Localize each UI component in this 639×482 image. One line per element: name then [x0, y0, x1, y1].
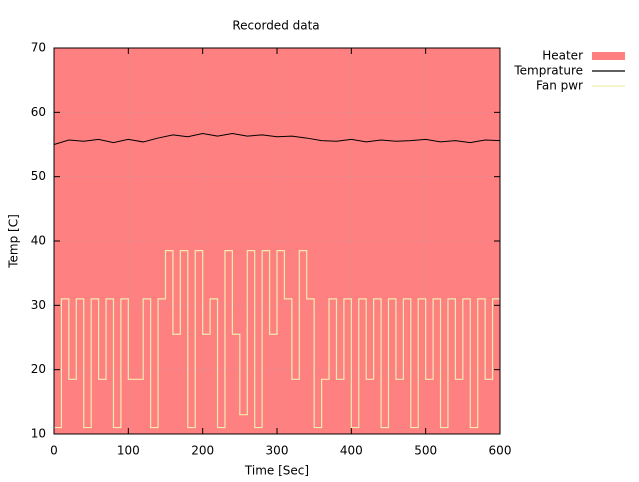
x-tick-label: 0	[50, 444, 58, 458]
legend-swatch	[592, 52, 625, 60]
y-axis-label: Temp [C]	[7, 214, 21, 269]
legend-label: Fan pwr	[536, 79, 583, 93]
x-tick-label: 300	[266, 444, 289, 458]
y-tick-label: 50	[31, 169, 46, 183]
x-tick-label: 100	[117, 444, 140, 458]
x-tick-label: 500	[414, 444, 437, 458]
legend-label: Heater	[542, 49, 583, 63]
plot-frame	[53, 47, 501, 435]
y-tick-label: 70	[31, 41, 46, 55]
y-tick-label: 20	[31, 362, 46, 376]
y-tick-label: 30	[31, 298, 46, 312]
legend-label: Temprature	[513, 64, 583, 78]
fan-line	[54, 250, 500, 429]
y-tick-label: 60	[31, 105, 46, 119]
x-axis-label: Time [Sec]	[244, 464, 309, 478]
x-tick-label: 600	[489, 444, 512, 458]
x-tick-label: 200	[191, 444, 214, 458]
temperature-line	[54, 133, 500, 145]
x-tick-label: 400	[340, 444, 363, 458]
y-tick-label: 10	[31, 427, 46, 441]
y-tick-label: 40	[31, 234, 46, 248]
chart-title: Recorded data	[232, 19, 319, 33]
